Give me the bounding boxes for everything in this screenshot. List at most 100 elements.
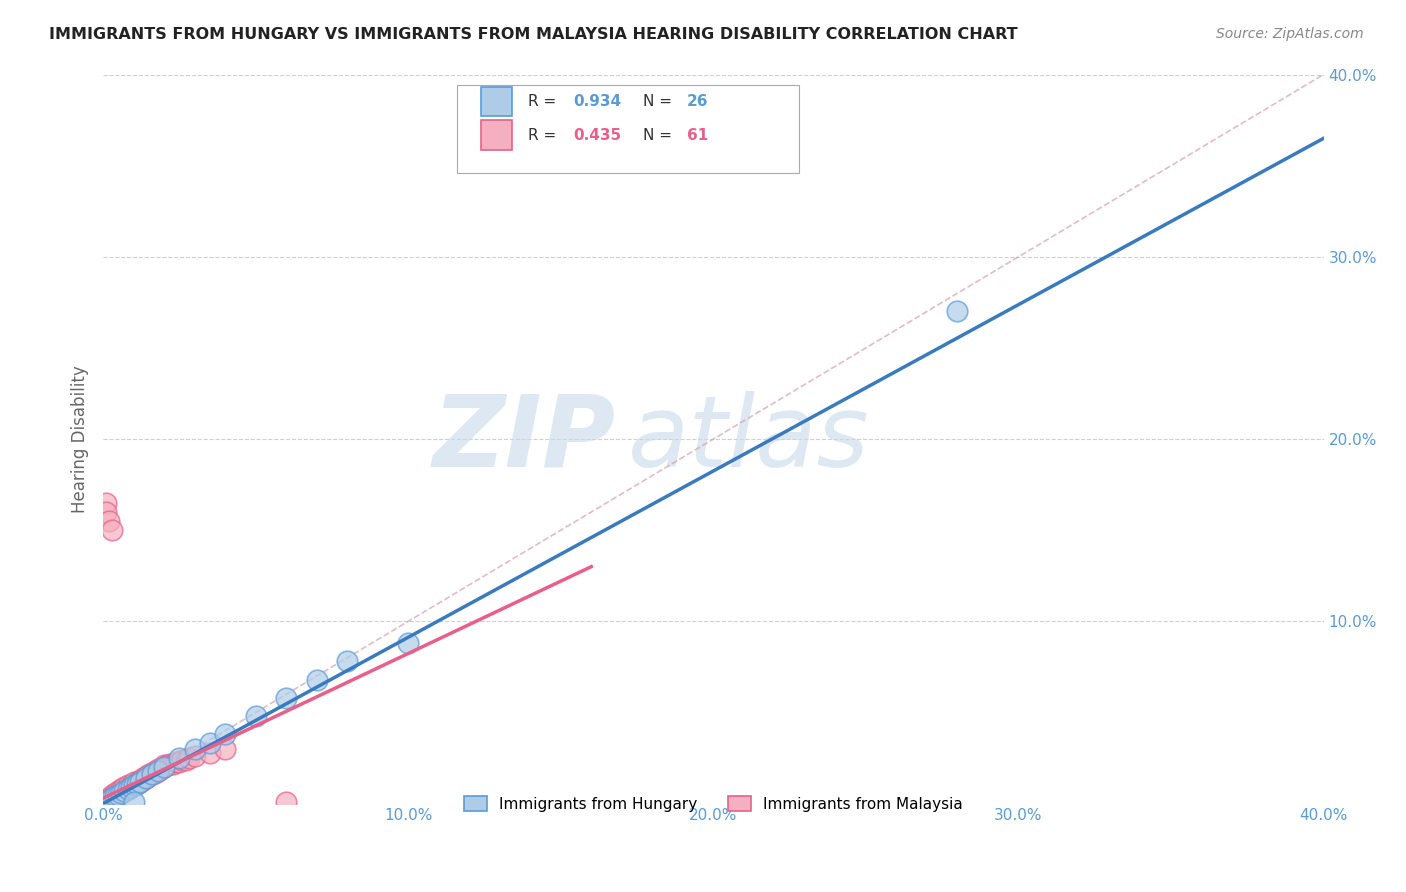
Point	[245, 709, 267, 723]
Point	[183, 742, 205, 756]
Point	[946, 304, 969, 318]
Point	[276, 795, 298, 809]
Point	[198, 746, 221, 760]
Point	[114, 784, 136, 798]
Point	[96, 795, 118, 809]
Point	[141, 767, 163, 781]
FancyBboxPatch shape	[457, 86, 799, 173]
Point	[125, 774, 148, 789]
Point	[125, 776, 148, 790]
Point	[177, 751, 200, 765]
Point	[122, 778, 145, 792]
Point	[107, 786, 129, 800]
Point	[114, 784, 136, 798]
Point	[104, 786, 127, 800]
Point	[141, 767, 163, 781]
Point	[143, 764, 166, 778]
Point	[162, 756, 184, 771]
Point	[117, 780, 139, 795]
Point	[183, 749, 205, 764]
Text: R =: R =	[527, 128, 561, 143]
Point	[107, 788, 129, 802]
Point	[198, 736, 221, 750]
Text: ZIP: ZIP	[433, 391, 616, 488]
Point	[120, 780, 142, 795]
Legend: Immigrants from Hungary, Immigrants from Malaysia: Immigrants from Hungary, Immigrants from…	[458, 789, 969, 818]
Point	[96, 496, 118, 510]
Point	[114, 782, 136, 797]
Point	[101, 791, 124, 805]
Point	[159, 756, 181, 771]
Point	[138, 767, 160, 781]
Point	[169, 751, 191, 765]
Point	[132, 771, 155, 785]
Text: atlas: atlas	[628, 391, 869, 488]
Point	[96, 505, 118, 519]
Point	[128, 774, 150, 789]
Point	[122, 778, 145, 792]
Point	[150, 762, 173, 776]
Point	[146, 764, 169, 778]
Point	[156, 758, 179, 772]
Point	[107, 784, 129, 798]
Point	[165, 755, 187, 769]
Point	[101, 789, 124, 804]
Point	[107, 788, 129, 802]
Point	[117, 778, 139, 792]
Point	[101, 788, 124, 802]
Point	[336, 655, 359, 669]
Text: 61: 61	[686, 128, 707, 143]
Point	[153, 760, 176, 774]
Text: Source: ZipAtlas.com: Source: ZipAtlas.com	[1216, 27, 1364, 41]
Text: 0.934: 0.934	[574, 94, 621, 109]
Point	[132, 772, 155, 787]
Point	[128, 774, 150, 789]
Point	[110, 782, 132, 797]
Text: N =: N =	[643, 94, 676, 109]
FancyBboxPatch shape	[481, 87, 512, 116]
Point	[135, 769, 157, 783]
Point	[114, 780, 136, 795]
Point	[396, 636, 419, 650]
Point	[128, 772, 150, 787]
Point	[172, 753, 194, 767]
Point	[117, 782, 139, 797]
Text: R =: R =	[527, 94, 561, 109]
Point	[135, 771, 157, 785]
Point	[122, 774, 145, 789]
Point	[146, 762, 169, 776]
Point	[98, 791, 121, 805]
Point	[98, 793, 121, 807]
Text: N =: N =	[643, 128, 676, 143]
Point	[110, 784, 132, 798]
Point	[276, 690, 298, 705]
Text: 0.435: 0.435	[574, 128, 621, 143]
Point	[120, 780, 142, 795]
Point	[153, 758, 176, 772]
Point	[101, 791, 124, 805]
Point	[101, 523, 124, 537]
Point	[169, 755, 191, 769]
Point	[125, 776, 148, 790]
Point	[110, 786, 132, 800]
Point	[174, 753, 197, 767]
Point	[120, 778, 142, 792]
Point	[104, 789, 127, 804]
Point	[122, 795, 145, 809]
Point	[138, 769, 160, 783]
Point	[135, 771, 157, 785]
Point	[110, 786, 132, 800]
Point	[214, 742, 236, 756]
Point	[143, 765, 166, 780]
Point	[146, 764, 169, 778]
Text: 26: 26	[686, 94, 709, 109]
Point	[117, 782, 139, 797]
FancyBboxPatch shape	[481, 120, 512, 150]
Point	[98, 793, 121, 807]
Point	[305, 673, 328, 687]
Point	[98, 514, 121, 528]
Point	[153, 760, 176, 774]
Y-axis label: Hearing Disability: Hearing Disability	[72, 365, 89, 513]
Point	[214, 727, 236, 741]
Text: IMMIGRANTS FROM HUNGARY VS IMMIGRANTS FROM MALAYSIA HEARING DISABILITY CORRELATI: IMMIGRANTS FROM HUNGARY VS IMMIGRANTS FR…	[49, 27, 1018, 42]
